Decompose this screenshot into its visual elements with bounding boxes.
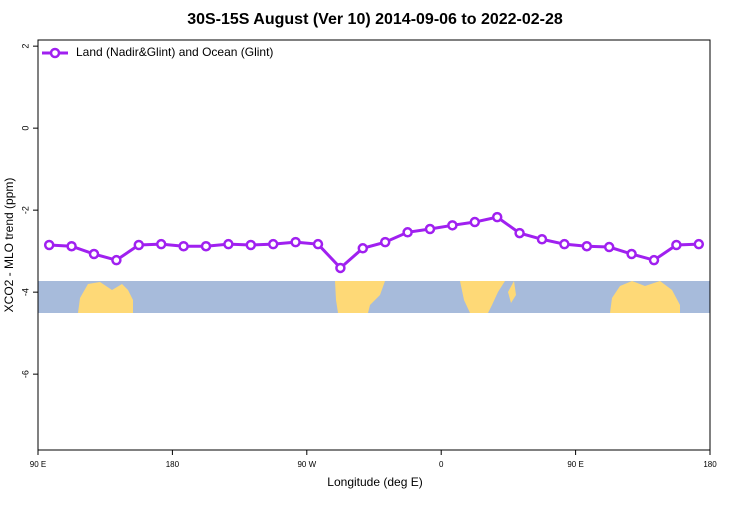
y-tick-label: -6 bbox=[20, 370, 30, 378]
x-tick-label: 180 bbox=[703, 460, 717, 469]
x-tick-label: 90 E bbox=[567, 460, 583, 469]
point bbox=[155, 238, 167, 250]
point bbox=[290, 236, 301, 248]
legend-label: Land (Nadir&Glint) and Ocean (Glint) bbox=[76, 45, 273, 59]
series-line bbox=[49, 215, 699, 271]
map-strip bbox=[38, 281, 710, 313]
y-tick-label: 0 bbox=[20, 126, 30, 131]
y-axis-label: XCO2 - MLO trend (ppm) bbox=[2, 178, 16, 313]
point bbox=[312, 238, 324, 250]
point bbox=[693, 238, 705, 250]
point bbox=[626, 248, 637, 260]
plot-frame bbox=[37, 39, 711, 451]
point bbox=[66, 240, 77, 252]
y-tick-label: 2 bbox=[20, 44, 30, 49]
point bbox=[447, 220, 458, 231]
x-axis-label: Longitude (deg E) bbox=[327, 475, 422, 489]
point bbox=[424, 223, 436, 235]
point bbox=[245, 239, 257, 251]
point bbox=[335, 262, 346, 274]
x-tick-label: 90 E bbox=[30, 460, 46, 469]
chart-title: 30S-15S August (Ver 10) 2014-09-06 to 20… bbox=[187, 11, 563, 28]
point bbox=[402, 227, 413, 238]
point bbox=[671, 239, 682, 251]
point bbox=[133, 239, 145, 251]
point bbox=[491, 211, 503, 223]
point bbox=[514, 227, 525, 239]
point bbox=[200, 240, 212, 252]
point bbox=[648, 254, 660, 266]
point bbox=[603, 241, 615, 253]
x-tick-label: 180 bbox=[166, 460, 180, 469]
legend: Land (Nadir&Glint) and Ocean (Glint) bbox=[42, 45, 273, 59]
point bbox=[267, 238, 279, 250]
point bbox=[43, 239, 55, 251]
point bbox=[357, 243, 369, 254]
point bbox=[469, 216, 481, 228]
point bbox=[536, 234, 548, 245]
point bbox=[379, 236, 391, 248]
legend-marker bbox=[49, 47, 61, 59]
x-tick-label: 0 bbox=[439, 460, 444, 469]
point bbox=[88, 248, 100, 260]
y-tick-label: -4 bbox=[20, 288, 30, 296]
point bbox=[178, 240, 189, 252]
x-tick-label: 90 W bbox=[297, 460, 316, 469]
point bbox=[223, 238, 234, 250]
point bbox=[559, 238, 570, 250]
y-tick-label: -2 bbox=[20, 206, 30, 214]
point bbox=[111, 254, 122, 266]
point bbox=[581, 240, 593, 252]
